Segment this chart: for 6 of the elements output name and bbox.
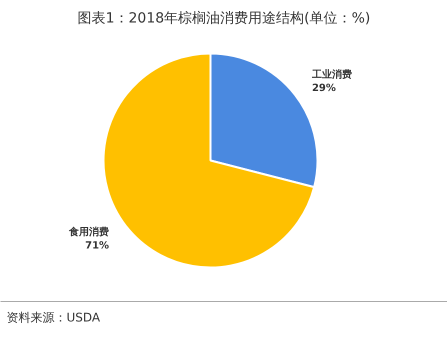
text: 资料来源：USDA (6, 310, 101, 324)
chart-title: 图表1：2018年棕榈油消费用途结构(单位：%) (78, 10, 370, 26)
slice-label: 食用消费 (68, 226, 110, 238)
slice-label: 工业消费 (310, 68, 352, 81)
data-label: 29% (312, 82, 336, 94)
data-label: 71% (85, 240, 110, 252)
